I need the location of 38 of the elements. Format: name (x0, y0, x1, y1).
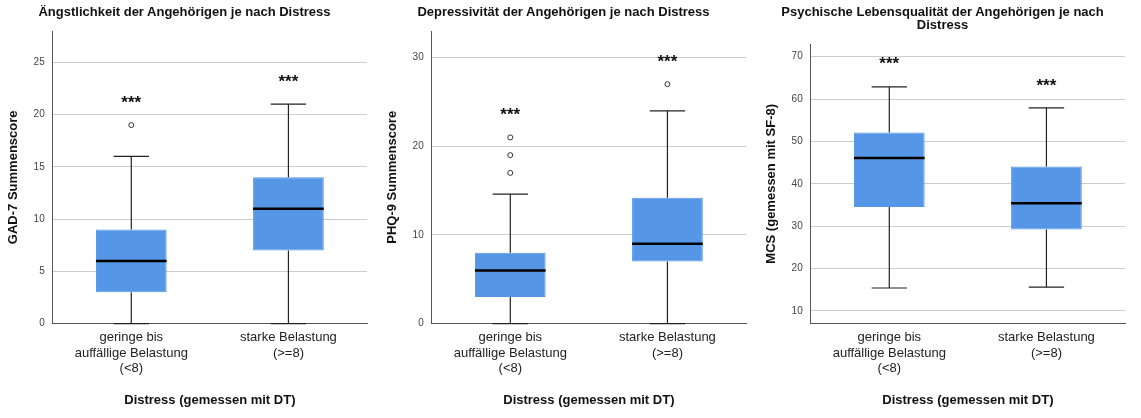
annotation: *** (657, 51, 678, 71)
x-tick-label: geringe bis auffällige Belastung (<8) (453, 328, 567, 376)
y-tick-label: 5 (39, 265, 46, 277)
x-tick-label: geringe bis auffällige Belastung (<8) (832, 328, 946, 376)
x-tick-label: starke Belastung (>=8) (240, 328, 337, 360)
x-tick-label: starke Belastung (>=8) (619, 328, 716, 360)
y-tick-label: 20 (412, 140, 425, 152)
chart-title: Depressivität der Angehörigen je nach Distress (417, 4, 710, 20)
x-tick-label: geringe bis auffällige Belastung (<8) (74, 328, 188, 376)
y-tick-label: 10 (791, 304, 804, 316)
annotation: *** (278, 71, 299, 91)
y-axis-title: MCS (gemessen mit SF-8) (763, 103, 779, 264)
y-tick-label: 10 (33, 212, 46, 224)
y-tick-label: 20 (791, 262, 804, 274)
x-tick-label: starke Belastung (>=8) (998, 328, 1095, 360)
x-axis-title: Distress (gemessen mit DT) (882, 391, 1054, 407)
y-tick-label: 30 (412, 51, 425, 63)
y-tick-label: 0 (418, 317, 425, 329)
annotation: *** (879, 54, 900, 74)
y-tick-label: 25 (33, 56, 46, 68)
annotation: *** (1036, 75, 1057, 95)
x-axis-title: Distress (gemessen mit DT) (124, 391, 296, 407)
x-axis-title: Distress (gemessen mit DT) (503, 391, 675, 407)
y-tick-label: 60 (791, 92, 804, 104)
annotation: *** (500, 105, 521, 125)
y-axis-title: PHQ-9 Summenscore (384, 110, 400, 244)
y-tick-label: 10 (412, 228, 425, 240)
y-axis-title: GAD-7 Summenscore (5, 110, 21, 245)
chart-title: Psychische Lebensqualität der Angehörigen je nach Distress (781, 4, 1104, 33)
y-tick-label: 20 (33, 108, 46, 120)
y-tick-label: 70 (791, 50, 804, 62)
y-tick-label: 40 (791, 177, 804, 189)
annotation: *** (121, 92, 142, 112)
y-tick-label: 50 (791, 135, 804, 147)
y-tick-label: 0 (39, 317, 46, 329)
y-tick-label: 15 (33, 160, 46, 172)
chart-title: Ängstlichkeit der Angehörigen je nach Distress (38, 4, 331, 20)
y-tick-label: 30 (791, 219, 804, 231)
